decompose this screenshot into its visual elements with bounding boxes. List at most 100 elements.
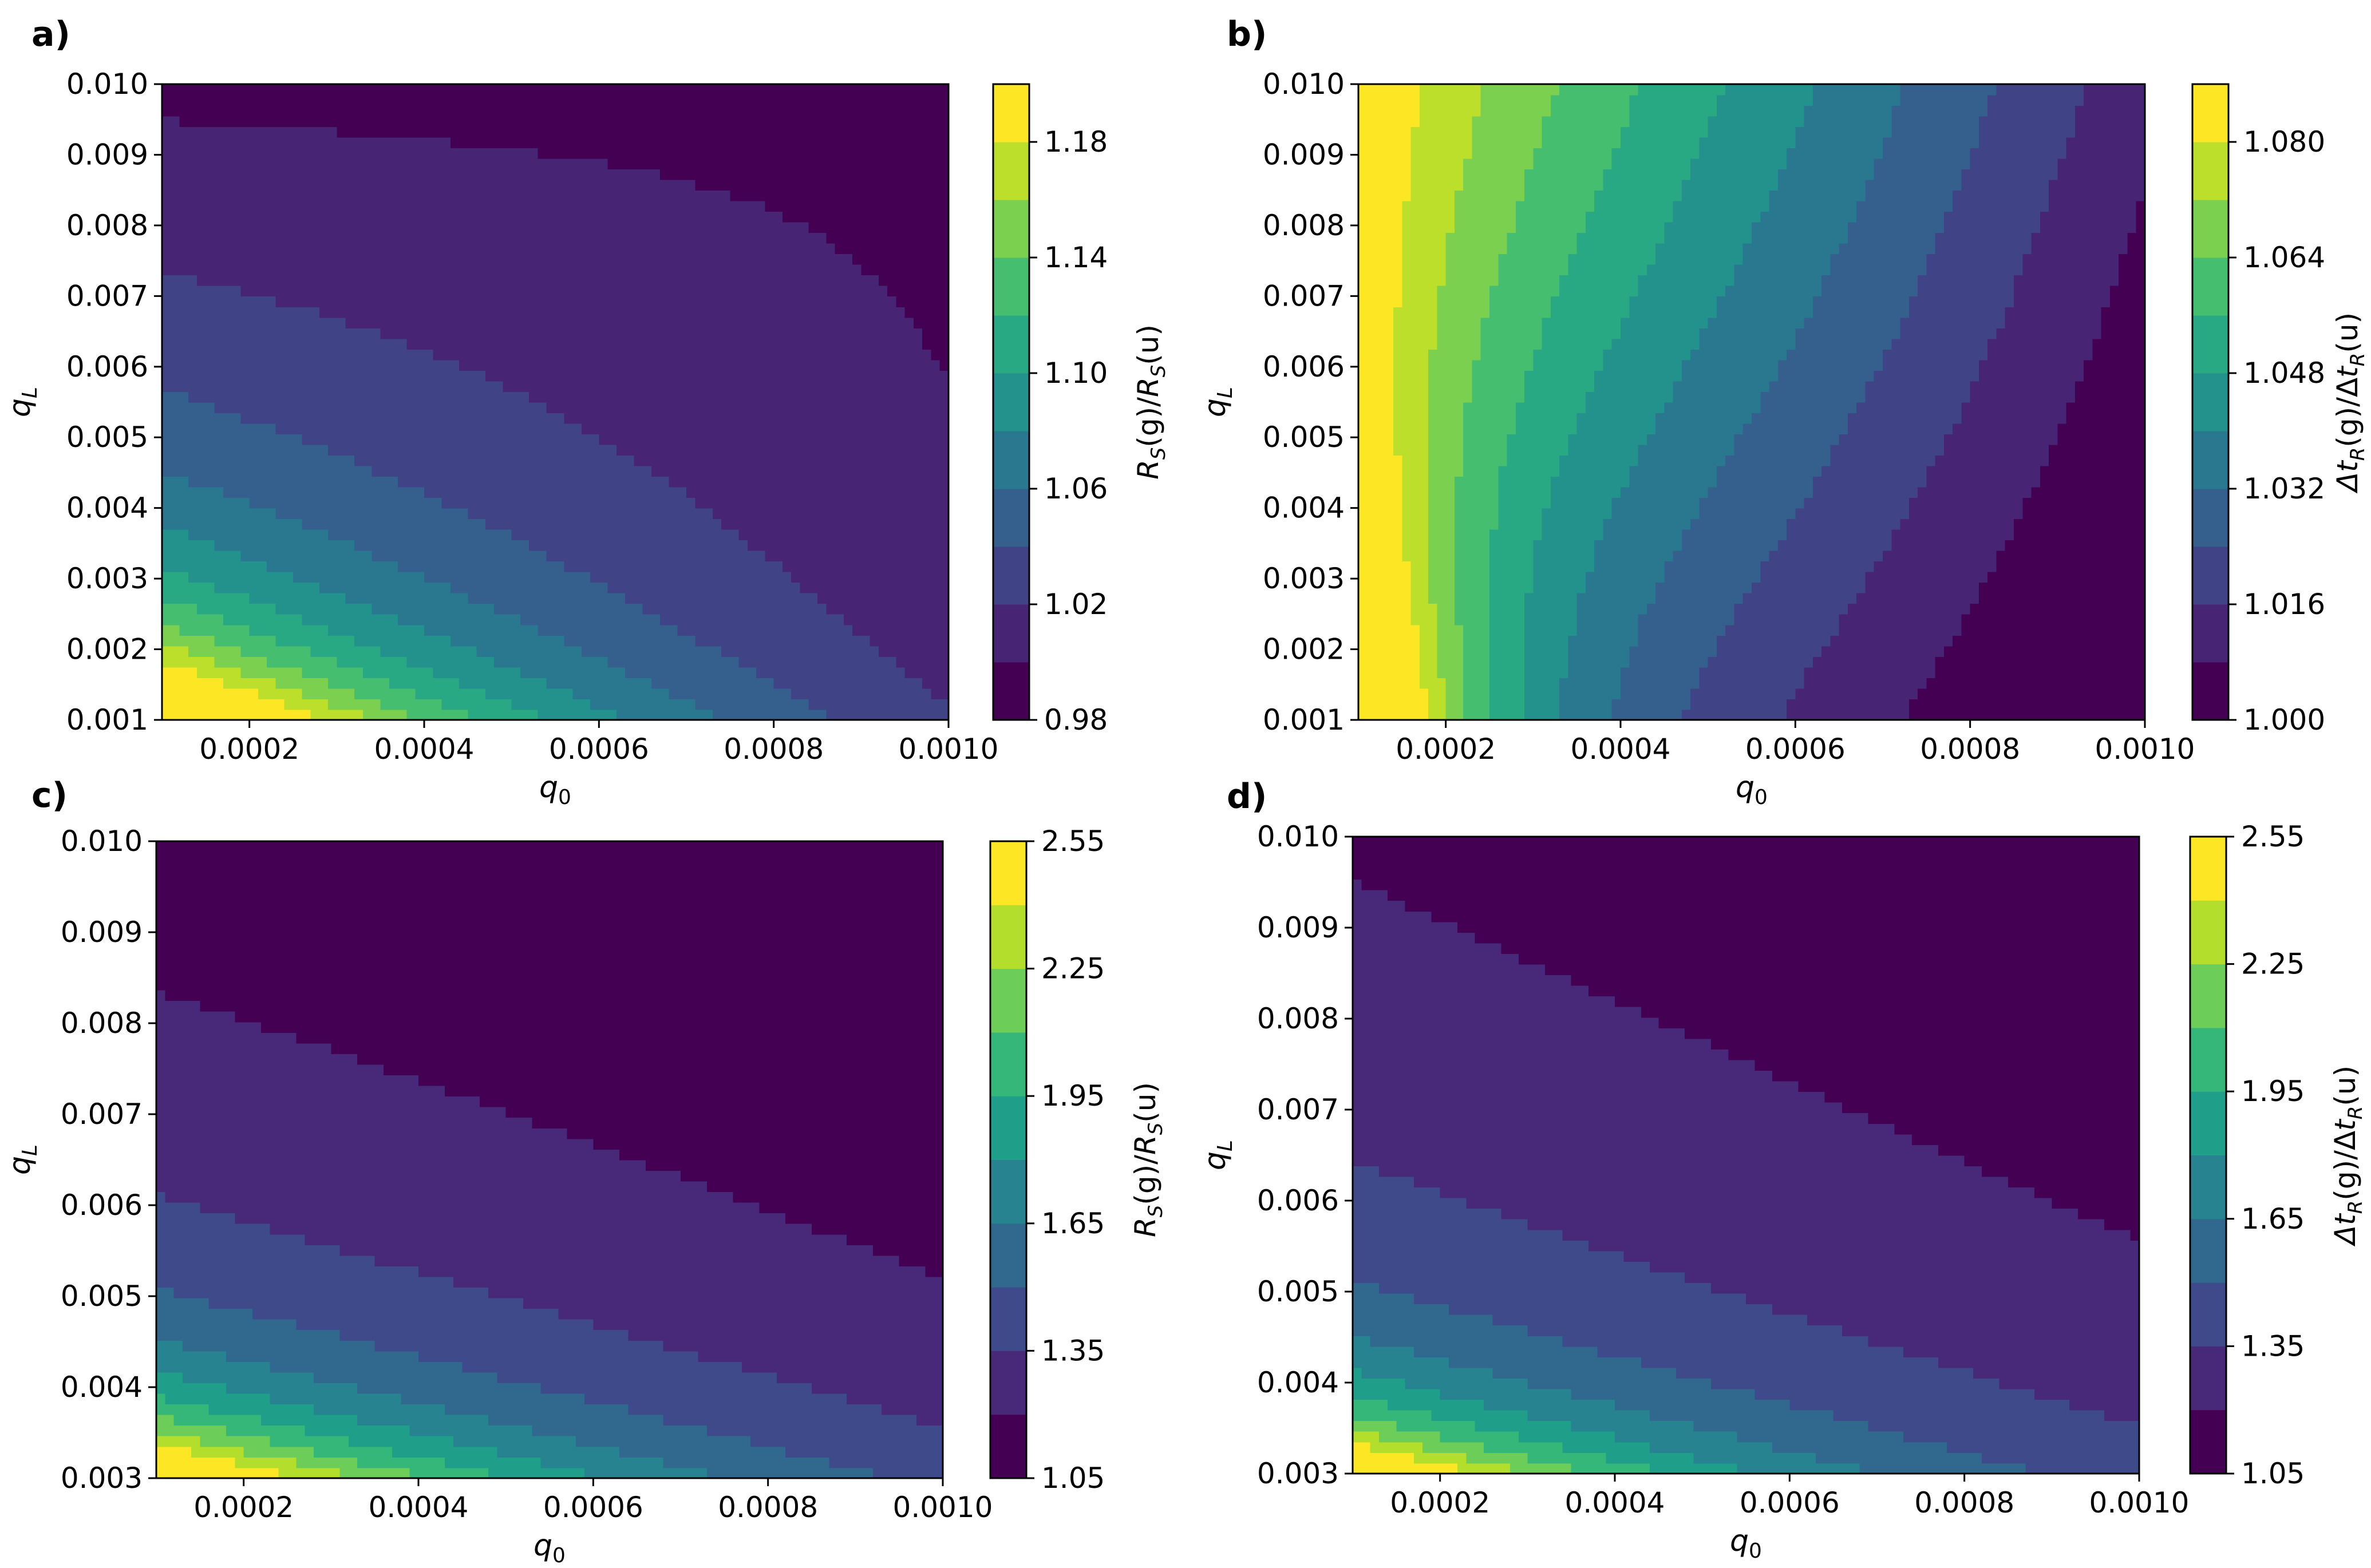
contour-cell — [791, 327, 801, 339]
contour-cell — [817, 444, 827, 456]
contour-cell — [782, 126, 792, 138]
contour-cell — [616, 317, 626, 328]
contour-cell — [284, 518, 294, 530]
contour-cell — [293, 232, 303, 244]
contour-cell — [564, 296, 574, 307]
contour-cell — [171, 370, 180, 382]
contour-cell — [686, 561, 696, 572]
contour-cell — [529, 656, 539, 668]
contour-cell — [459, 200, 469, 212]
contour-cell — [380, 688, 390, 699]
contour-cell — [625, 646, 635, 657]
contour-cell — [372, 402, 381, 413]
contour-cell — [328, 105, 338, 117]
contour-cell — [380, 254, 390, 265]
contour-cell — [782, 698, 792, 710]
contour-cell — [808, 137, 818, 148]
contour-cell — [206, 508, 215, 520]
contour-cell — [529, 338, 539, 350]
contour-cell — [406, 158, 416, 170]
contour-cell — [738, 688, 748, 699]
contour-cell — [433, 370, 442, 382]
contour-cell — [581, 275, 591, 286]
contour-cell — [511, 603, 521, 615]
contour-cell — [791, 169, 801, 180]
contour-cell — [345, 455, 355, 466]
contour-cell — [651, 317, 661, 328]
contour-cell — [721, 338, 731, 350]
contour-cell — [616, 677, 626, 689]
contour-cell — [511, 84, 521, 96]
contour-cell — [258, 667, 268, 678]
contour-cell — [302, 423, 311, 434]
contour-cell — [441, 169, 451, 180]
contour-cell — [634, 264, 643, 276]
contour-cell — [258, 296, 268, 307]
contour-cell — [546, 275, 556, 286]
contour-cell — [328, 190, 338, 201]
contour-cell — [206, 465, 215, 477]
contour-cell — [310, 582, 320, 593]
contour-cell — [345, 391, 355, 403]
contour-cell — [406, 413, 416, 424]
contour-cell — [870, 338, 879, 350]
contour-cell — [450, 465, 460, 477]
contour-cell — [302, 105, 311, 117]
contour-cell — [389, 444, 399, 456]
contour-cell — [852, 116, 862, 127]
contour-cell — [345, 200, 355, 212]
contour-cell — [756, 84, 766, 96]
contour-cell — [669, 158, 678, 170]
contour-cell — [372, 137, 381, 148]
contour-cell — [747, 381, 757, 392]
contour-cell — [826, 317, 836, 328]
contour-cell — [529, 84, 539, 96]
contour-cell — [721, 158, 731, 170]
contour-cell — [817, 317, 827, 328]
contour-cell — [433, 296, 442, 307]
contour-cell — [476, 592, 486, 604]
contour-cell — [599, 613, 608, 625]
contour-cell — [485, 540, 495, 551]
contour-cell — [555, 94, 565, 106]
contour-cell — [284, 402, 294, 413]
contour-cell — [293, 592, 303, 604]
contour-cell — [380, 359, 390, 371]
contour-cell — [747, 243, 757, 255]
contour-cell — [572, 221, 582, 233]
contour-cell — [887, 667, 897, 678]
contour-cell — [677, 571, 687, 583]
contour-cell — [738, 126, 748, 138]
contour-cell — [485, 667, 495, 678]
contour-cell — [686, 254, 696, 265]
contour-cell — [398, 327, 408, 339]
contour-cell — [616, 349, 626, 361]
contour-cell — [206, 370, 215, 382]
contour-cell — [581, 465, 591, 477]
contour-cell — [817, 243, 827, 255]
contour-cell — [747, 571, 757, 583]
contour-cell — [730, 518, 740, 530]
contour-cell — [660, 486, 670, 498]
contour-cell — [625, 338, 635, 350]
contour-cell — [695, 221, 705, 233]
contour-cell — [730, 508, 740, 520]
contour-cell — [607, 338, 617, 350]
contour-cell — [162, 317, 172, 328]
contour-cell — [651, 646, 661, 657]
contour-cell — [179, 275, 189, 286]
contour-cell — [372, 434, 381, 445]
contour-cell — [389, 306, 399, 318]
contour-cell — [835, 402, 844, 413]
contour-cell — [232, 254, 242, 265]
contour-cell — [686, 296, 696, 307]
contour-cell — [328, 243, 338, 255]
contour-cell — [284, 296, 294, 307]
contour-cell — [861, 635, 871, 647]
contour-cell — [555, 200, 565, 212]
contour-cell — [529, 571, 539, 583]
contour-cell — [616, 275, 626, 286]
contour-cell — [843, 116, 853, 127]
contour-cell — [625, 137, 635, 148]
contour-cell — [214, 677, 224, 689]
